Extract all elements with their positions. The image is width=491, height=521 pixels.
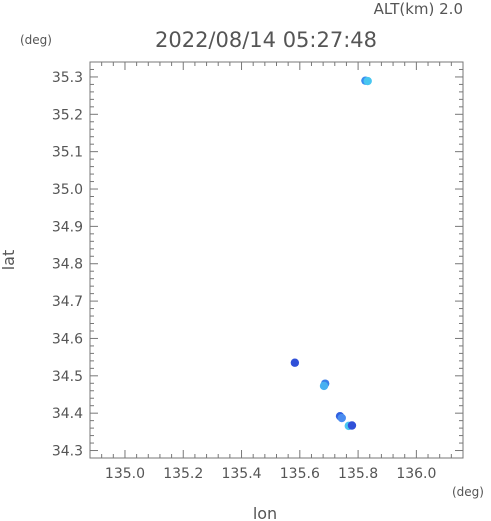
x-tick-label: 135.6: [280, 466, 320, 482]
y-tick-label: 34.9: [52, 219, 83, 235]
data-point: [290, 358, 300, 367]
data-point: [337, 413, 346, 423]
y-tick-label: 35.1: [52, 145, 83, 161]
y-tick-label: 35.2: [52, 107, 83, 123]
y-axis-title: lat: [0, 250, 18, 271]
x-tick-label: 135.4: [221, 466, 261, 482]
x-tick-label: 135.8: [338, 466, 378, 482]
data-points: [290, 76, 372, 431]
data-point: [363, 76, 372, 86]
altitude-label: ALT(km) 2.0: [374, 0, 463, 18]
y-tick-label: 35.3: [52, 70, 83, 86]
y-tick-label: 34.5: [52, 369, 83, 385]
y-tick-label: 34.7: [52, 294, 83, 310]
x-axis-title: lon: [253, 504, 277, 521]
y-tick-label: 34.3: [52, 444, 83, 460]
plot-frame: [89, 61, 464, 459]
chart-title: 2022/08/14 05:27:48: [155, 28, 377, 52]
y-tick-label: 34.4: [52, 406, 83, 422]
x-tick-labels: 135.0 135.2 135.4 135.6 135.8 136.0: [105, 466, 437, 482]
axis-ticks: [89, 61, 464, 459]
data-point: [347, 421, 357, 430]
x-unit-label: (deg): [452, 485, 484, 499]
x-tick-label: 136.0: [396, 466, 436, 482]
x-tick-label: 135.2: [163, 466, 203, 482]
data-point: [319, 381, 329, 391]
x-tick-label: 135.0: [105, 466, 145, 482]
y-tick-label: 35.0: [52, 182, 83, 198]
y-tick-label: 34.6: [52, 331, 83, 347]
y-tick-labels: 34.3 34.4 34.5 34.6 34.7 34.8 34.9 35.0 35.1 35.2…: [52, 70, 83, 460]
y-unit-label: (deg): [20, 33, 52, 47]
y-tick-label: 34.8: [52, 257, 83, 273]
